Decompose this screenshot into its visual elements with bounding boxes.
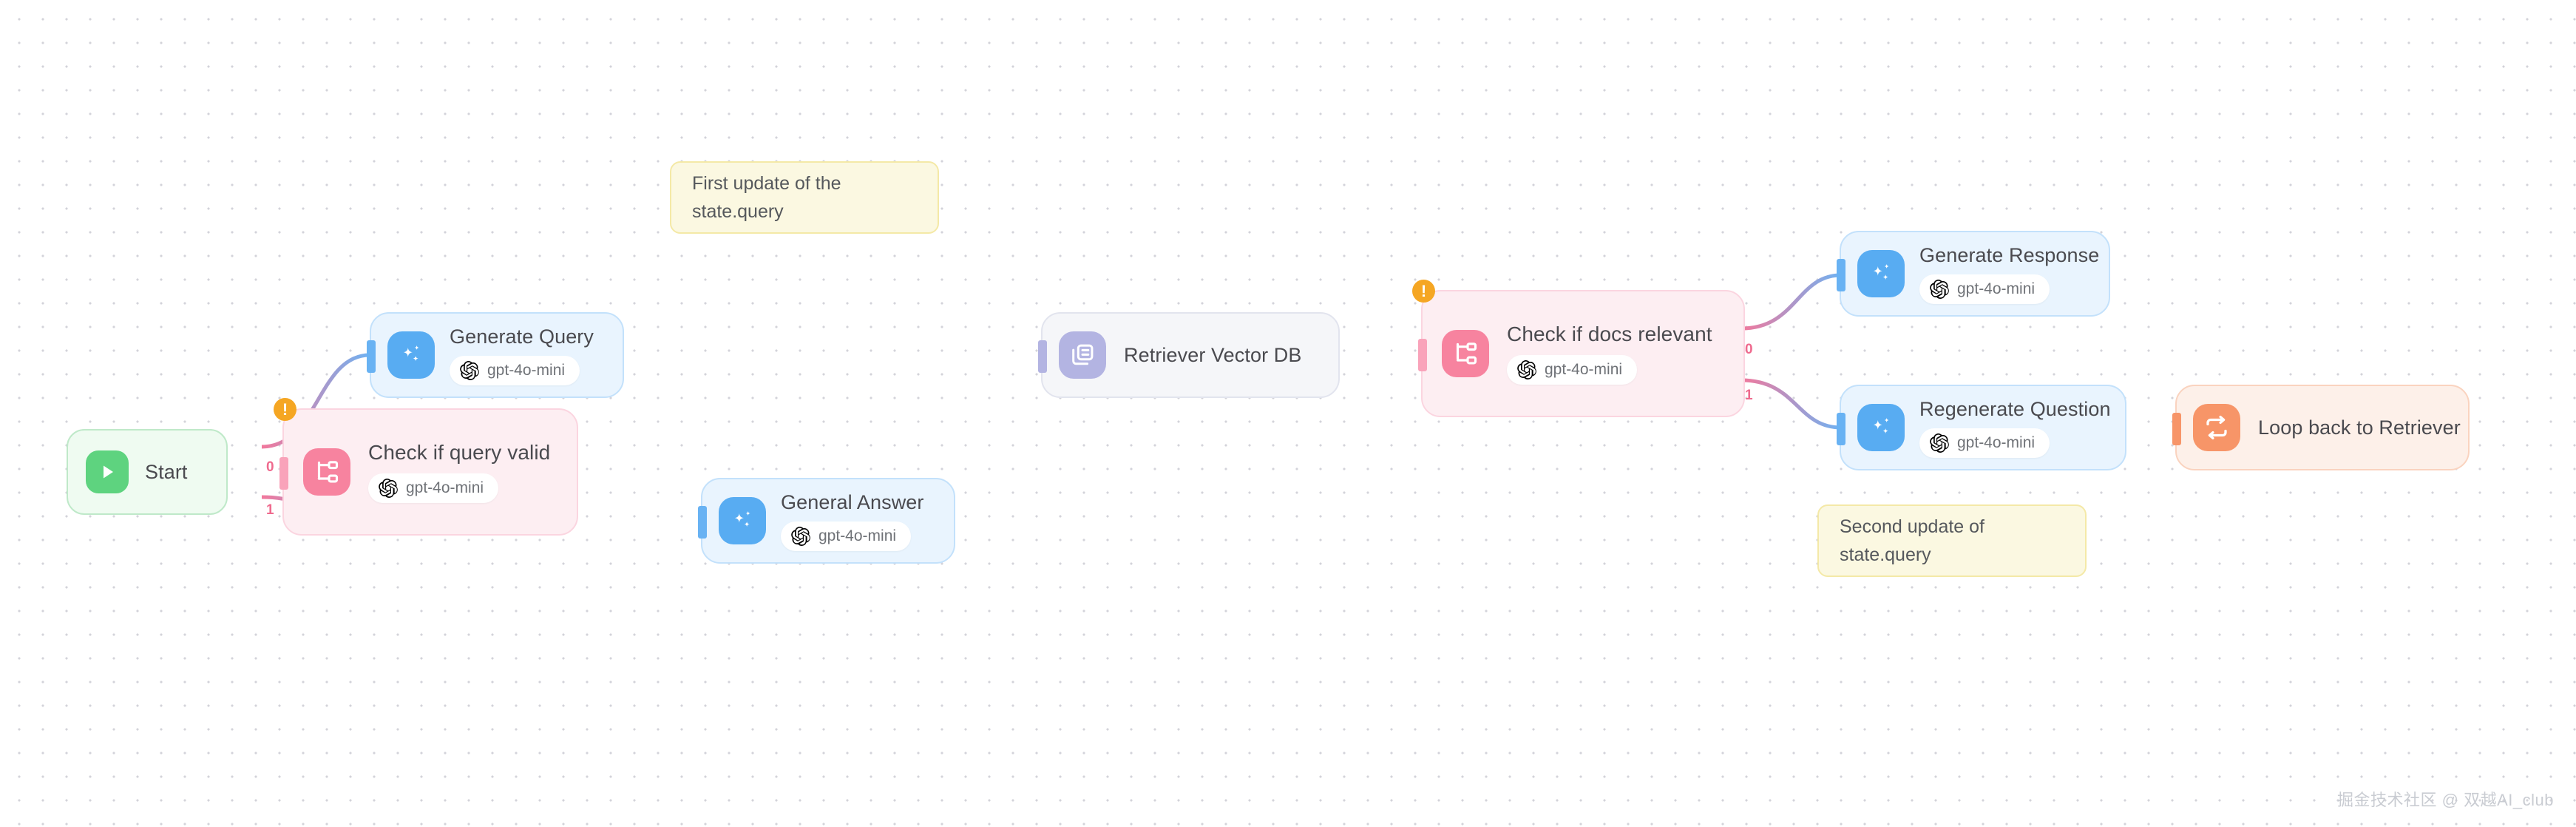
branch-icon: [303, 448, 350, 496]
input-handle[interactable]: [1837, 413, 1845, 445]
node-check-query-valid[interactable]: ! Check if query valid gpt-4o-mini: [274, 398, 578, 536]
warning-badge-icon[interactable]: !: [274, 398, 296, 421]
edge-label-1-query-valid: 1: [266, 502, 274, 518]
node-title: Loop back to Retriever: [2258, 416, 2461, 439]
branch-icon: [1442, 330, 1489, 377]
node-check-docs-relevant[interactable]: ! Check if docs relevant gpt-4o-mini: [1412, 280, 1745, 417]
input-handle[interactable]: [1837, 259, 1845, 291]
openai-icon: [379, 479, 398, 498]
model-badge[interactable]: gpt-4o-mini: [1507, 355, 1638, 385]
model-name: gpt-4o-mini: [406, 479, 484, 496]
model-name: gpt-4o-mini: [1957, 433, 2036, 451]
node-general-answer[interactable]: General Answer gpt-4o-mini: [698, 478, 955, 564]
model-badge[interactable]: gpt-4o-mini: [1919, 274, 2050, 304]
edge-label-0-query-valid: 0: [266, 459, 274, 475]
sparkles-icon: [1857, 404, 1905, 451]
node-title: Start: [145, 460, 188, 483]
model-name: gpt-4o-mini: [1957, 280, 2036, 297]
note-text: First update of the state.query: [692, 173, 841, 222]
input-handle[interactable]: [1038, 340, 1047, 373]
node-loop-back-to-retriever[interactable]: Loop back to Retriever: [2172, 385, 2470, 470]
repeat-icon: [2193, 404, 2240, 451]
openai-icon: [460, 360, 479, 380]
watermark: 掘金技术社区 @ 双越AI_club: [2337, 791, 2554, 809]
node-generate-query[interactable]: Generate Query gpt-4o-mini: [367, 312, 624, 398]
edge-check-docs-to-gen-response: [1741, 273, 1842, 331]
note-text: Second update of state.query: [1840, 516, 1984, 565]
node-title: Generate Query: [450, 325, 594, 348]
sparkles-icon: [387, 331, 435, 379]
edge-label-0-docs-relevant: 0: [1745, 342, 1753, 357]
node-start[interactable]: Start: [67, 429, 228, 515]
node-title: Check if docs relevant: [1507, 323, 1712, 345]
model-name: gpt-4o-mini: [487, 361, 566, 379]
input-handle[interactable]: [1418, 339, 1427, 371]
model-badge[interactable]: gpt-4o-mini: [1919, 428, 2050, 458]
model-badge[interactable]: gpt-4o-mini: [781, 521, 912, 551]
sparkles-icon: [719, 497, 766, 544]
model-badge[interactable]: gpt-4o-mini: [450, 355, 580, 385]
sparkles-icon: [1857, 250, 1905, 297]
input-handle[interactable]: [279, 457, 288, 490]
model-name: gpt-4o-mini: [818, 527, 897, 544]
sticky-note-first-update[interactable]: First update of the state.query: [670, 161, 939, 234]
node-title: Regenerate Question: [1919, 397, 2111, 420]
node-regenerate-question[interactable]: Regenerate Question gpt-4o-mini: [1837, 385, 2126, 470]
input-handle[interactable]: [367, 340, 376, 373]
model-name: gpt-4o-mini: [1545, 361, 1623, 378]
model-badge[interactable]: gpt-4o-mini: [368, 473, 499, 503]
node-title: Generate Response: [1919, 243, 2100, 266]
sticky-note-second-update[interactable]: Second update of state.query: [1817, 504, 2087, 577]
node-title: Check if query valid: [368, 441, 551, 464]
warning-glyph: !: [1420, 281, 1427, 300]
openai-icon: [1930, 279, 1949, 299]
openai-icon: [1517, 360, 1536, 379]
warning-glyph: !: [282, 399, 288, 419]
documents-icon: [1059, 331, 1106, 379]
warning-badge-icon[interactable]: !: [1412, 280, 1435, 303]
node-title: General Answer: [781, 490, 924, 513]
openai-icon: [1930, 433, 1949, 453]
play-icon: [86, 450, 129, 493]
edge-check-docs-to-regen: [1741, 378, 1842, 430]
input-handle[interactable]: [698, 506, 707, 539]
node-title: Retriever Vector DB: [1124, 343, 1302, 366]
edge-label-1-docs-relevant: 1: [1745, 388, 1753, 403]
node-generate-response[interactable]: Generate Response gpt-4o-mini: [1837, 231, 2110, 317]
node-retriever-vector-db[interactable]: Retriever Vector DB: [1038, 312, 1340, 398]
openai-icon: [791, 526, 810, 546]
input-handle[interactable]: [2172, 413, 2181, 445]
